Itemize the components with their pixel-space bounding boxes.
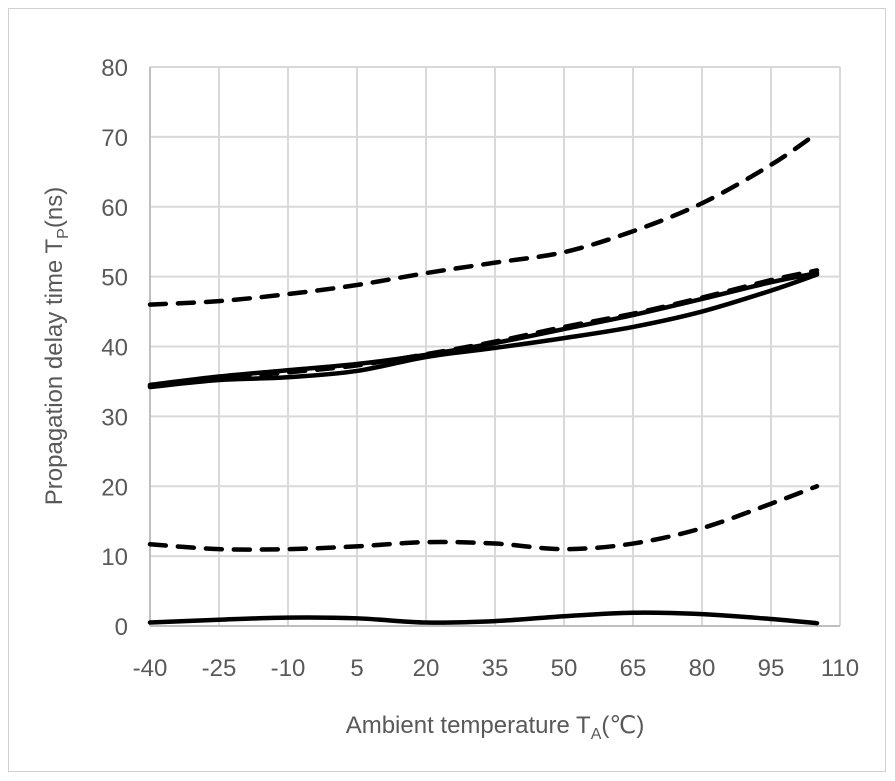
x-tick-label: 65 bbox=[620, 655, 647, 682]
x-tick-label: 80 bbox=[689, 655, 716, 682]
y-tick-label: 70 bbox=[101, 125, 128, 152]
y-tick-label: 30 bbox=[101, 404, 128, 431]
series-line-0 bbox=[147, 131, 820, 307]
y-tick-label: 20 bbox=[101, 474, 128, 501]
series-line-2 bbox=[147, 272, 820, 390]
y-axis-label: Propagation delay time TP(ns) bbox=[41, 187, 72, 505]
x-tick-label: 5 bbox=[350, 655, 363, 682]
x-tick-label: 50 bbox=[551, 655, 578, 682]
y-tick-label: 0 bbox=[115, 614, 128, 641]
x-axis-label: Ambient temperature TA(℃) bbox=[346, 712, 645, 743]
x-tick-label: -25 bbox=[202, 655, 237, 682]
x-tick-label: 95 bbox=[758, 655, 785, 682]
x-tick-label: -10 bbox=[271, 655, 306, 682]
y-tick-label: 50 bbox=[101, 265, 128, 292]
series-line-1 bbox=[147, 270, 820, 388]
y-tick-label: 40 bbox=[101, 335, 128, 362]
series-line-5 bbox=[147, 610, 820, 626]
x-tick-label: 20 bbox=[413, 655, 440, 682]
series-line-4 bbox=[147, 484, 820, 552]
x-tick-label: 35 bbox=[482, 655, 509, 682]
x-tick-label: 110 bbox=[821, 655, 859, 682]
y-tick-label: 60 bbox=[101, 195, 128, 222]
y-tick-label: 10 bbox=[101, 544, 128, 571]
y-tick-label: 80 bbox=[101, 55, 128, 82]
series-line-3 bbox=[147, 268, 820, 389]
x-tick-label: -40 bbox=[133, 655, 168, 682]
chart-frame bbox=[8, 8, 886, 772]
